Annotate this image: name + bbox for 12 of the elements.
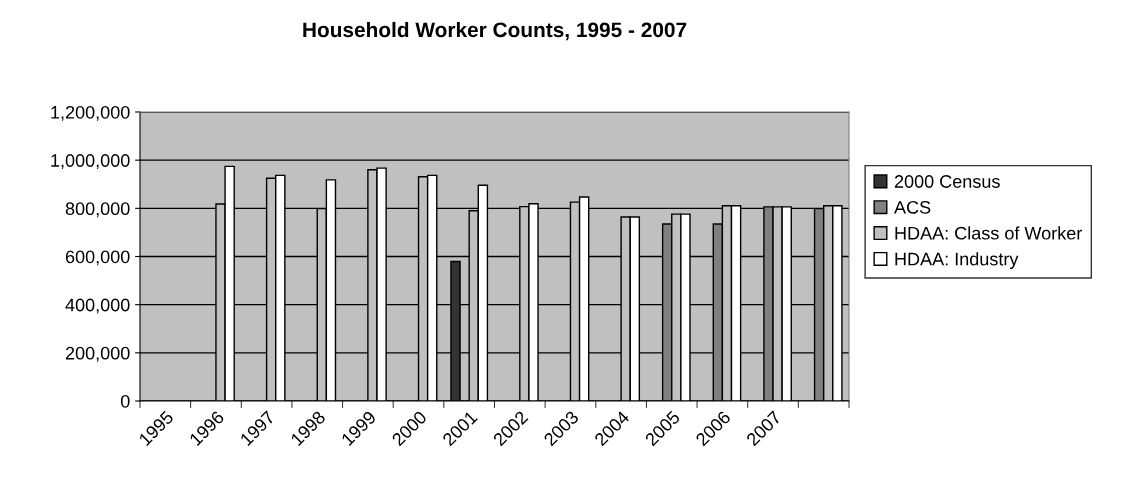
legend-label: ACS	[894, 200, 931, 214]
chart-title: Household Worker Counts, 1995 - 2007	[303, 21, 687, 41]
y-tick-label: 600,000	[65, 250, 130, 266]
legend-label: HDAA: Industry	[895, 252, 1019, 270]
y-tick-label: 1,000,000	[51, 154, 130, 170]
y-tick-label: 0	[120, 394, 130, 408]
y-tick-label: 200,000	[65, 346, 130, 362]
legend-label: 2000 Census	[894, 175, 1000, 188]
y-tick-label: 1,200,000	[51, 105, 130, 121]
legend-label: HDAA: Class of Worker	[895, 226, 1082, 240]
y-tick-label: 400,000	[65, 298, 130, 314]
y-tick-label: 800,000	[65, 202, 130, 218]
